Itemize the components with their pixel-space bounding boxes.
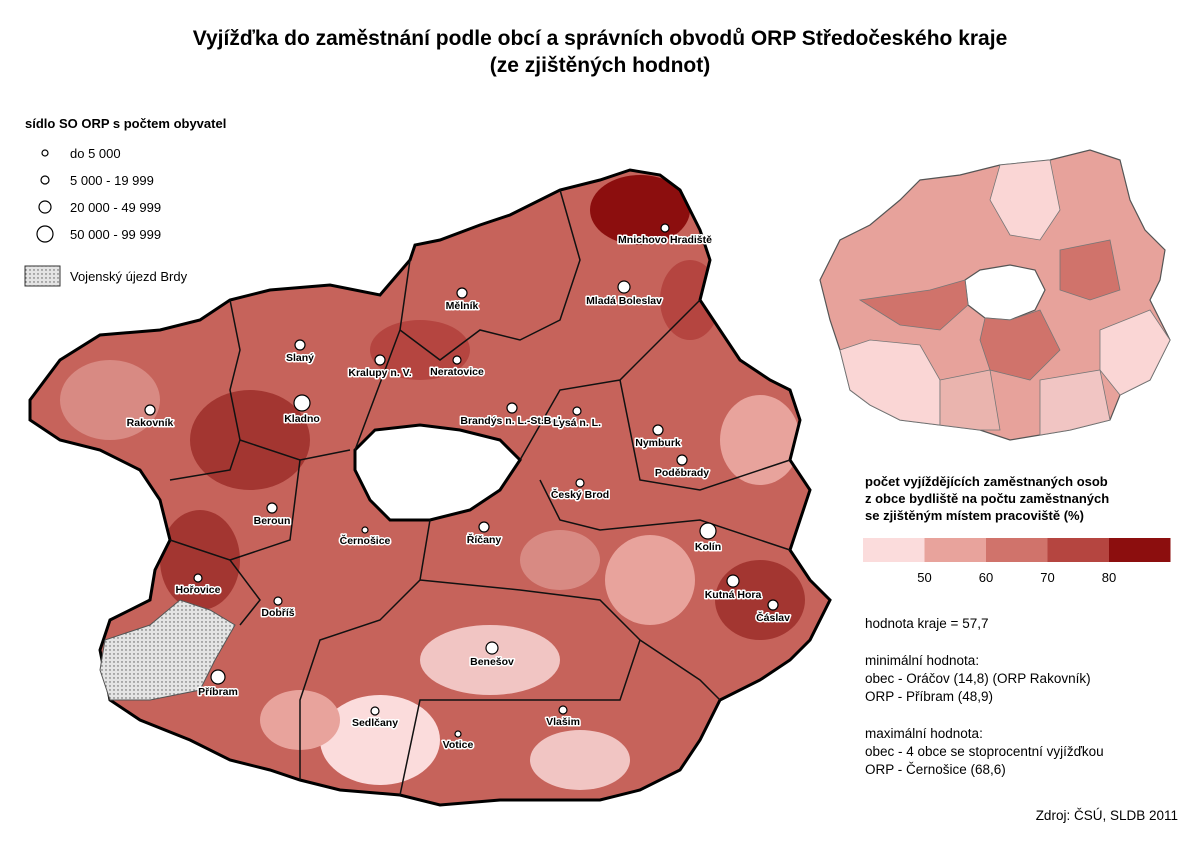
city-marker [144, 404, 156, 416]
note-line: obec - Oráčov (14,8) (ORP Rakovník) [865, 671, 1091, 686]
city-label: Vlašim [546, 716, 580, 728]
city-label: Kutná Hora [705, 589, 762, 601]
scale-tick-label: 60 [979, 570, 993, 585]
city-label: Neratovice [430, 366, 484, 378]
city-marker [452, 355, 462, 365]
city-marker [294, 339, 306, 351]
orp-boundaries [169, 189, 791, 796]
city-label: Lysá n. L. [553, 417, 601, 429]
city-label: Votice [443, 739, 474, 751]
scale-swatch [863, 538, 925, 562]
city-label: Slaný [286, 352, 314, 364]
legend-symbol [41, 149, 49, 157]
legend-label: 20 000 - 49 999 [70, 200, 161, 215]
legend-label: 50 000 - 99 999 [70, 227, 161, 242]
city-label: Mělník [446, 300, 479, 312]
patches [60, 175, 805, 790]
city-marker [361, 526, 369, 534]
city-marker [485, 641, 499, 655]
city-label: Mladá Boleslav [586, 295, 662, 307]
city-label: Kolín [695, 541, 721, 553]
note-line: maximální hodnota: [865, 726, 983, 741]
city-marker [699, 522, 717, 540]
city-marker [558, 705, 568, 715]
city-label: Benešov [470, 656, 514, 668]
city-marker [617, 280, 631, 294]
city-marker [767, 599, 779, 611]
city-marker [273, 596, 283, 606]
note-line: minimální hodnota: [865, 653, 979, 668]
city-label: Český Brod [551, 488, 609, 501]
city-label: Brandýs n. L.-St.Bol. [460, 415, 563, 427]
source: Zdroj: ČSÚ, SLDB 2011 [1036, 808, 1178, 823]
scale-swatch [924, 538, 986, 562]
city-marker [660, 223, 670, 233]
scale-legend: počet vyjíždějících zaměstnaných osob z … [863, 474, 1171, 585]
scale-tick-label: 80 [1102, 570, 1116, 585]
scale-swatch [1109, 538, 1171, 562]
city-marker [193, 573, 203, 583]
note-line: hodnota kraje = 57,7 [865, 616, 988, 631]
title: Vyjížďka do zaměstnání podle obcí a sprá… [193, 27, 1008, 50]
legend-label: 5 000 - 19 999 [70, 173, 154, 188]
city-label: Příbram [198, 686, 238, 698]
city-marker [726, 574, 740, 588]
cities: Mnichovo Hradiště Mladá Boleslav Mělník Sla… [125, 223, 792, 753]
scale-tick-label: 50 [917, 570, 931, 585]
scale-swatch [986, 538, 1048, 562]
scale-tick-label: 70 [1040, 570, 1054, 585]
city-label: Říčany [467, 533, 502, 546]
legend-label: do 5 000 [70, 146, 121, 161]
city-marker [456, 287, 468, 299]
brdy-swatch [24, 265, 61, 287]
city-marker [572, 406, 582, 416]
subtitle: (ze zjištěných hodnot) [490, 54, 711, 77]
city-label: Černošice [340, 534, 391, 547]
legend-symbol [38, 200, 52, 214]
legend-symbol [40, 175, 50, 185]
city-label: Hořovice [176, 584, 221, 596]
settlement-legend: sídlo SO ORP s počtem obyvatel do 5 000 5… [25, 116, 226, 243]
city-label: Rakovník [127, 417, 174, 429]
note-line: ORP - Příbram (48,9) [865, 689, 993, 704]
city-label: Beroun [254, 515, 291, 527]
city-marker [575, 478, 585, 488]
city-marker [478, 521, 490, 533]
city-label: Nymburk [635, 437, 681, 449]
legend-title: sídlo SO ORP s počtem obyvatel [25, 116, 226, 131]
inset-map [819, 149, 1171, 441]
city-marker [266, 502, 278, 514]
city-label: Čáslav [756, 611, 790, 624]
city-marker [676, 454, 688, 466]
note-line: obec - 4 obce se stoprocentní vyjížďkou [865, 744, 1104, 759]
scale-swatch [1047, 538, 1109, 562]
note-line: ORP - Černošice (68,6) [865, 762, 1006, 777]
scale-title: počet vyjíždějících zaměstnaných osob [865, 474, 1108, 489]
city-label: Kladno [284, 413, 320, 425]
city-marker [454, 730, 462, 738]
city-marker [506, 402, 518, 414]
city-marker [293, 394, 311, 412]
inset-orp [839, 159, 1171, 436]
notes: hodnota kraje = 57,7 minimální hodnota: ob… [865, 616, 1104, 777]
brdy-area [99, 599, 236, 701]
brdy-label: Vojenský újezd Brdy [70, 269, 188, 284]
city-label: Mnichovo Hradiště [618, 234, 712, 246]
city-label: Sedlčany [352, 717, 398, 729]
city-label: Dobříš [261, 607, 294, 619]
city-marker [652, 424, 664, 436]
region-fill [30, 170, 830, 805]
city-label: Poděbrady [655, 467, 709, 479]
scale-title: z obce bydliště na počtu zaměstnaných [865, 491, 1109, 506]
city-label: Kralupy n. V. [348, 367, 411, 379]
city-marker [210, 669, 226, 685]
city-marker [370, 706, 380, 716]
legend-symbol [36, 225, 54, 243]
scale-title: se zjištěným místem pracoviště (%) [865, 508, 1084, 523]
city-marker [374, 354, 386, 366]
main-map: Mnichovo Hradiště Mladá Boleslav Mělník Sla… [28, 168, 832, 807]
